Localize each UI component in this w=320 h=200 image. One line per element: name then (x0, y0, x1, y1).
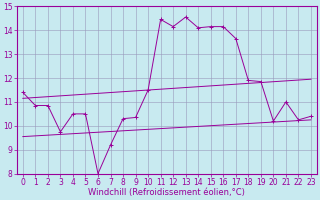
X-axis label: Windchill (Refroidissement éolien,°C): Windchill (Refroidissement éolien,°C) (88, 188, 245, 197)
